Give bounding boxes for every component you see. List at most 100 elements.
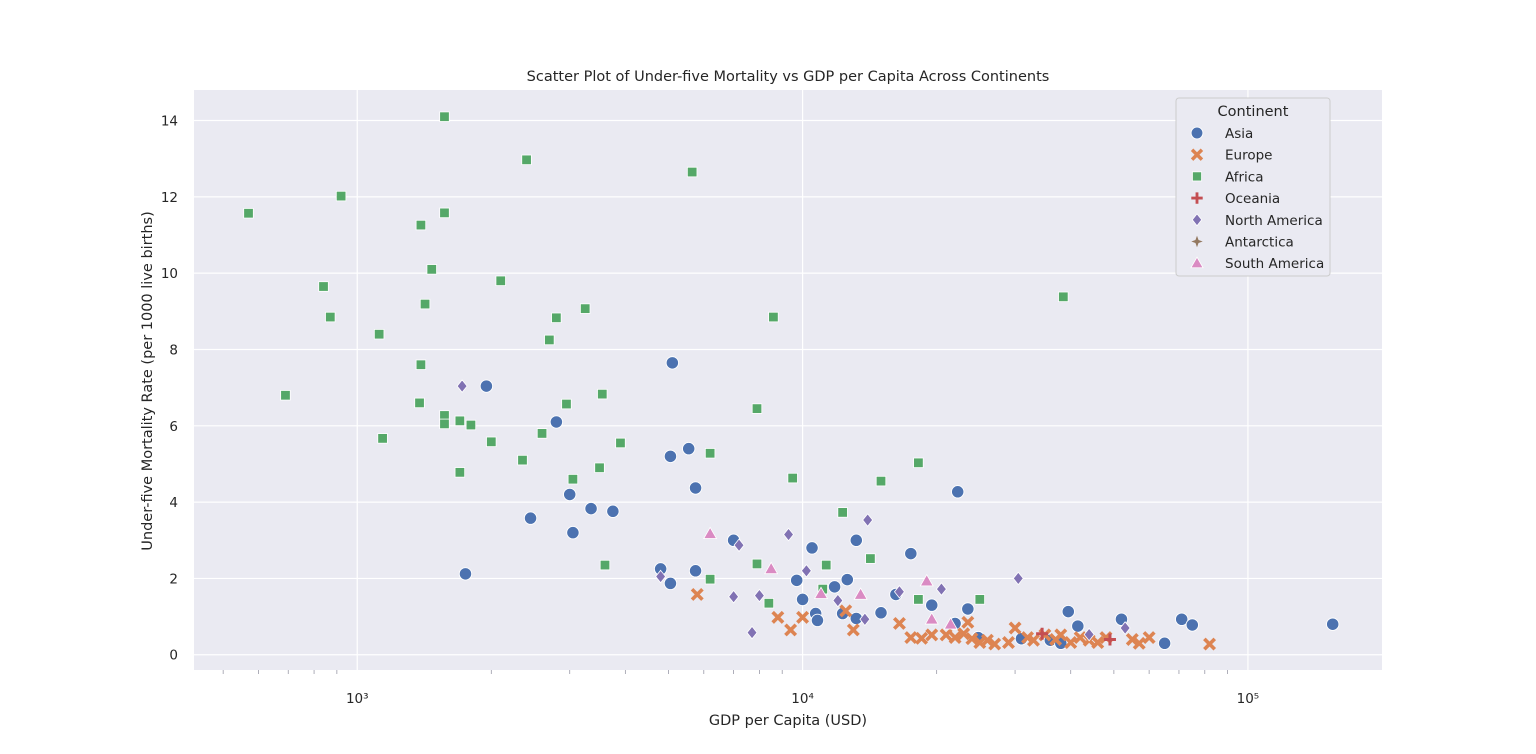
y-tick-label: 8 [169,342,178,358]
data-point-asia [682,442,696,456]
data-point-asia [810,613,825,628]
data-point-asia [523,511,538,525]
data-point-north-america [1012,571,1024,586]
data-point-europe [915,631,929,645]
data-point-africa [377,433,388,444]
x-tick-label: 10³ [346,691,369,707]
data-point-europe [839,604,853,618]
data-point-north-america [655,569,667,584]
data-point-europe [965,632,979,646]
data-point-north-america [753,588,765,603]
y-tick-label: 2 [169,571,178,587]
data-point-europe [784,623,798,637]
legend-marker-antarctica [1191,235,1203,248]
data-point-asia [849,533,863,547]
y-tick-label: 10 [161,266,178,282]
data-point-north-america [728,589,740,604]
data-point-africa [439,207,450,219]
legend-label-africa: Africa [1225,169,1264,185]
data-point-asia [479,379,494,393]
data-point-africa [751,403,763,414]
data-point-europe [925,628,939,642]
data-point-europe [1054,628,1068,642]
data-point-asia [1157,636,1172,650]
data-point-africa [454,415,466,427]
data-point-africa [318,281,329,292]
data-point-oceania [1036,627,1049,640]
data-point-south-america [703,526,718,539]
data-point-asia [665,356,680,370]
data-point-south-america [813,586,829,599]
data-point-africa [373,329,385,340]
legend-label-north-america: North America [1225,213,1323,229]
data-point-africa [415,219,427,231]
data-point-europe [1203,637,1217,651]
data-point-africa [837,507,848,518]
data-point-europe [957,627,971,641]
data-point-europe [961,615,975,629]
legend-marker-asia [1190,126,1204,140]
y-tick-label: 4 [169,495,178,511]
data-point-europe [1142,631,1156,645]
data-point-africa [536,428,548,439]
data-point-europe [796,610,810,624]
data-point-africa [1058,291,1069,303]
grid-lines [194,90,1382,670]
data-point-north-america [935,582,947,596]
data-point-asia [566,525,580,540]
data-point-north-america [1119,621,1131,635]
data-point-asia [840,572,854,587]
data-point-africa [580,303,591,314]
data-point-asia [951,485,965,499]
data-point-europe [846,623,860,637]
data-point-europe [892,616,906,630]
data-point-south-america [919,573,934,587]
axis-ticks: 0 2 4 6 8 10 12 14 10³ 10⁴ 10⁵ [161,114,1259,707]
legend: Continent Asia Europe Africa Oceania North A… [1175,97,1331,277]
data-point-africa [544,334,555,346]
data-point-north-america [832,593,844,608]
data-point-asia [1326,617,1340,631]
data-point-north-america [456,379,468,393]
data-point-south-america [853,587,868,600]
data-point-europe [1027,633,1040,647]
data-point-africa [280,390,291,401]
data-point-africa [599,559,611,571]
data-point-asia [874,606,888,620]
data-points [243,111,1340,651]
data-point-africa [913,594,924,605]
data-point-oceania [1103,633,1116,646]
y-axis-label: Under-five Mortality Rate (per 1000 live… [140,211,156,550]
data-point-africa [615,437,626,449]
data-point-europe [1073,631,1087,645]
data-point-africa [913,457,924,469]
data-point-africa [704,573,716,585]
data-point-africa [415,359,427,370]
data-point-africa [419,298,431,310]
data-point-africa [763,598,775,609]
data-point-africa [551,312,562,324]
data-point-europe [980,633,994,647]
data-point-asia [688,481,703,495]
data-point-asia [584,501,598,516]
legend-marker-oceania [1191,192,1203,204]
data-point-africa [974,594,986,605]
data-point-north-america [859,612,871,627]
legend-label-south-america: South America [1225,256,1324,272]
legend-marker-europe [1190,148,1204,161]
data-point-south-america [924,612,939,625]
data-point-africa [561,398,572,410]
data-point-africa [486,436,497,448]
data-point-africa [704,448,716,459]
data-point-north-america [1083,627,1095,642]
data-point-south-america [764,561,779,575]
data-point-asia [1061,604,1075,619]
data-point-europe [904,631,918,645]
data-point-africa [454,467,466,478]
data-point-asia [688,564,703,578]
data-point-africa [335,190,347,202]
data-point-africa [686,166,698,178]
data-point-europe [690,587,704,601]
data-point-africa [787,472,798,484]
